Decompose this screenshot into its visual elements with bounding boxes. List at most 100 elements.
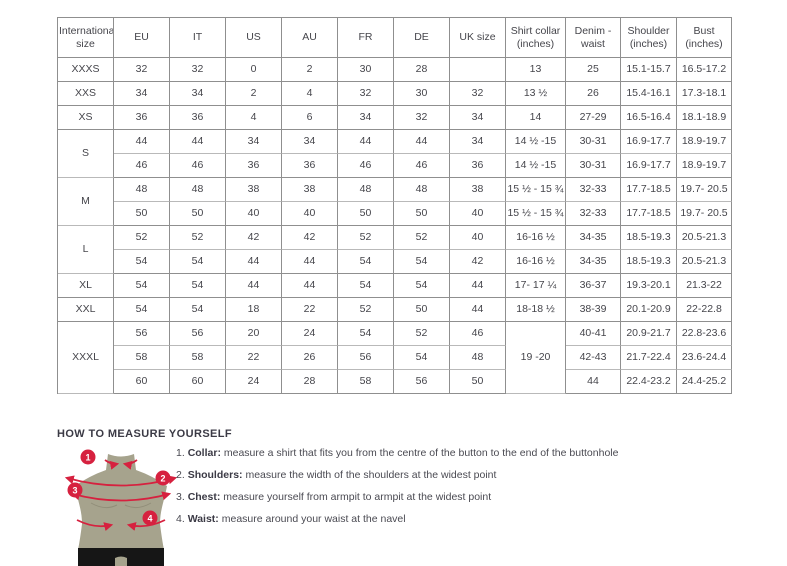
table-cell: 22 xyxy=(282,298,338,322)
instruction-label: Collar: xyxy=(187,447,221,459)
table-cell: 32-33 xyxy=(566,178,621,202)
marker-collar: 1 xyxy=(80,449,96,465)
table-cell: 22.8-23.6 xyxy=(677,322,732,346)
table-cell: 30 xyxy=(394,82,450,106)
table-cell: 48 xyxy=(338,178,394,202)
table-cell: 18 xyxy=(226,298,282,322)
table-cell: 58 xyxy=(338,370,394,394)
column-header: Bust (inches) xyxy=(677,18,732,58)
instruction-number: 2. xyxy=(176,469,185,481)
table-cell: 6 xyxy=(282,106,338,130)
table-cell: 54 xyxy=(114,250,170,274)
table-cell: 46 xyxy=(170,154,226,178)
table-cell: 46 xyxy=(450,322,506,346)
table-cell: 52 xyxy=(114,226,170,250)
table-cell: 0 xyxy=(226,58,282,82)
table-cell: 20 xyxy=(226,322,282,346)
table-cell: 40 xyxy=(282,202,338,226)
table-cell: 44 xyxy=(282,250,338,274)
waist-arrow-left xyxy=(76,519,114,532)
table-cell: 32 xyxy=(394,106,450,130)
table-row: XXS 34 34 2 4 32 30 32 13 ½ 26 15.4-16.1 17.3-18.1 xyxy=(58,82,732,106)
table-cell: 20.1-20.9 xyxy=(621,298,677,322)
table-cell: 36 xyxy=(114,106,170,130)
table-cell: 60 xyxy=(114,370,170,394)
table-cell: 46 xyxy=(394,154,450,178)
table-row: XS 36 36 4 6 34 32 34 14 27-29 16.5-16.4 18.1-18.9 xyxy=(58,106,732,130)
table-cell: 28 xyxy=(282,370,338,394)
column-header: AU xyxy=(282,18,338,58)
measure-instruction-waist: 4. Waist: measure around your waist at t… xyxy=(176,508,618,530)
table-cell: 54 xyxy=(170,250,226,274)
marker-chest: 3 xyxy=(67,482,83,498)
table-cell: 19 -20 xyxy=(506,322,566,394)
table-cell: 36 xyxy=(450,154,506,178)
table-cell: 30-31 xyxy=(566,154,621,178)
table-cell: 2 xyxy=(282,58,338,82)
table-cell: 52 xyxy=(338,226,394,250)
table-cell: 16.5-17.2 xyxy=(677,58,732,82)
table-cell: 54 xyxy=(338,322,394,346)
table-cell: 50 xyxy=(450,370,506,394)
table-cell: 16.9-17.7 xyxy=(621,154,677,178)
table-cell: XS xyxy=(58,106,114,130)
table-cell: 48 xyxy=(114,178,170,202)
table-cell: 40-41 xyxy=(566,322,621,346)
table-cell: 44 xyxy=(394,130,450,154)
table-cell: 60 xyxy=(170,370,226,394)
table-cell: 44 xyxy=(226,250,282,274)
table-cell: 54 xyxy=(338,274,394,298)
table-cell: 38 xyxy=(282,178,338,202)
mannequin-chest-line-right xyxy=(124,502,152,509)
table-row: S 44 44 34 34 44 44 34 14 ½ -15 30-31 16.9-17.7 18.… xyxy=(58,130,732,178)
table-cell: 52 xyxy=(394,322,450,346)
table-cell: 19.3-20.1 xyxy=(621,274,677,298)
table-cell: 36 xyxy=(170,106,226,130)
table-cell: XXXS xyxy=(58,58,114,82)
table-cell: 26 xyxy=(566,82,621,106)
table-cell: 48 xyxy=(450,346,506,370)
column-header: International size xyxy=(58,18,114,58)
table-cell: 36 xyxy=(226,154,282,178)
table-row: 50 50 40 40 50 50 40 15 ½ - 15 ¾ 32-33 17.7-18.5 1… xyxy=(58,202,732,226)
table-cell: 58 xyxy=(114,346,170,370)
table-row: 46 46 36 36 46 46 36 14 ½ -15 30-31 16.9-17.7 18.9… xyxy=(58,154,732,178)
table-cell: 14 xyxy=(506,106,566,130)
measurement-figure-illustration: 1 2 3 4 xyxy=(64,449,178,566)
table-row: XXXS 32 32 0 2 30 28 13 25 15.1-15.7 16.5-17.2 xyxy=(58,58,732,82)
table-cell: 16.5-16.4 xyxy=(621,106,677,130)
header-row: International size EU IT US AU FR DE UK size Shi… xyxy=(58,18,732,58)
table-cell: 22-22.8 xyxy=(677,298,732,322)
table-cell: 4 xyxy=(226,106,282,130)
table-cell: S xyxy=(58,130,114,178)
table-row: M 48 48 38 38 48 48 38 15 ½ - 15 ¾ 32-33 17.7-18.5… xyxy=(58,178,732,226)
instruction-number: 3. xyxy=(176,491,185,503)
table-cell: 52 xyxy=(170,226,226,250)
table-cell: 27-29 xyxy=(566,106,621,130)
table-cell: 26 xyxy=(282,346,338,370)
table-cell: 34 xyxy=(170,82,226,106)
table-cell: 36-37 xyxy=(566,274,621,298)
measure-section-title: HOW TO MEASURE YOURSELF xyxy=(57,428,233,440)
instruction-number: 1. xyxy=(176,447,185,459)
marker-waist: 4 xyxy=(142,510,158,526)
instruction-text: measure a shirt that fits you from the c… xyxy=(223,447,619,459)
table-cell: 44 xyxy=(338,130,394,154)
table-body: XXXS 32 32 0 2 30 28 13 25 15.1-15.7 16.5-17.2 XXS 3… xyxy=(58,58,732,394)
instruction-number: 4. xyxy=(176,513,185,525)
table-cell: 17.3-18.1 xyxy=(677,82,732,106)
table-cell: 34 xyxy=(450,106,506,130)
collar-arrow-right xyxy=(122,459,138,470)
table-cell: 16.9-17.7 xyxy=(621,130,677,154)
instruction-label: Chest: xyxy=(187,491,221,503)
mannequin-torso xyxy=(75,454,167,550)
table-cell: 56 xyxy=(338,346,394,370)
table-cell: 52 xyxy=(338,298,394,322)
table-cell: 44 xyxy=(226,274,282,298)
table-cell: 15 ½ - 15 ¾ xyxy=(506,202,566,226)
table-cell: 14 ½ -15 xyxy=(506,130,566,154)
table-cell: 42-43 xyxy=(566,346,621,370)
column-header: Shirt collar (inches) xyxy=(506,18,566,58)
table-cell: 32 xyxy=(170,58,226,82)
